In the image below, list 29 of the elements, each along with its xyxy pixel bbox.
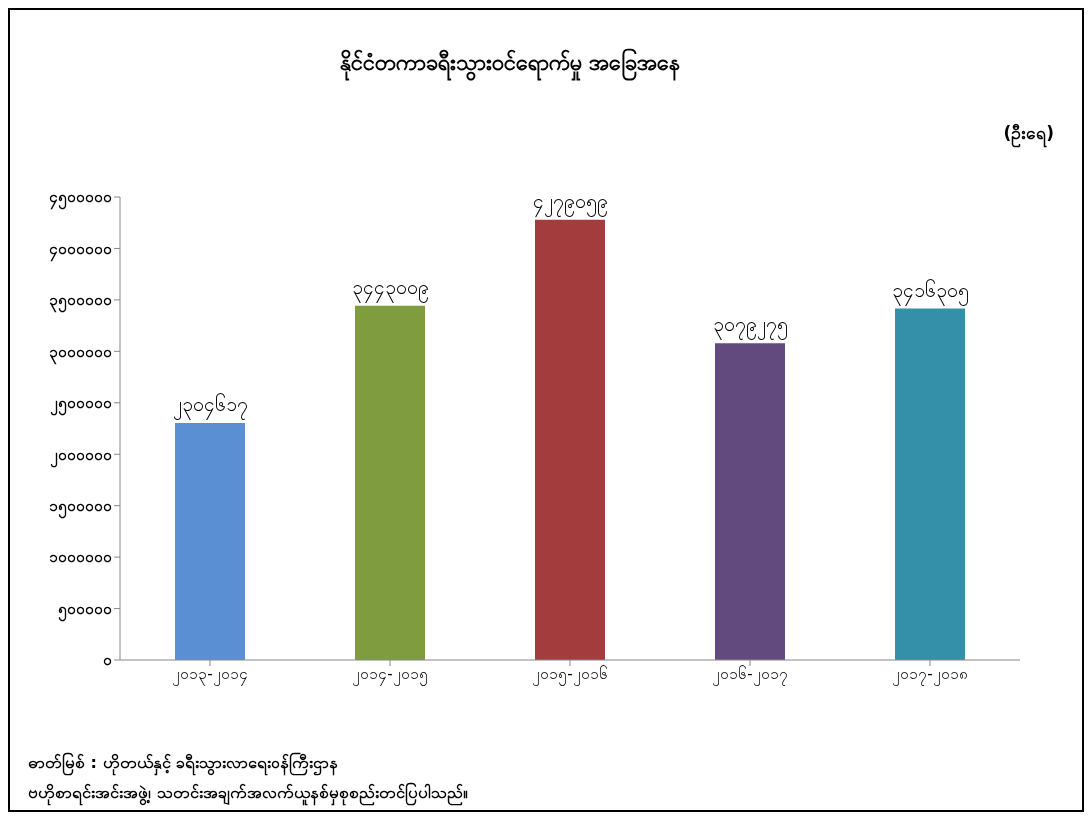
- y-tick-label: ၅၀၀၀၀၀: [58, 599, 112, 622]
- bar: [535, 219, 605, 660]
- x-tick-label: ၂၀၁၇-၂၀၁၈: [892, 664, 968, 686]
- y-tick-label: ၂၀၀၀၀၀၀: [50, 445, 112, 468]
- bar: [715, 343, 785, 660]
- bar: [355, 305, 425, 660]
- y-tick-label: ၁၅၀၀၀၀၀: [49, 496, 112, 519]
- bar: [895, 308, 965, 660]
- x-tick-label: ၂၀၁၄-၂၀၁၅: [352, 664, 428, 686]
- data-label: ၃၄၄၃၀၀၉: [351, 275, 429, 303]
- y-tick-label: ၄၀၀၀၀၀၀: [49, 239, 112, 262]
- x-tick-label: ၂၀၁၆-၂၀၁၇: [712, 664, 788, 686]
- y-tick-label: ၂၅၀၀၀၀၀: [50, 394, 112, 417]
- data-label: ၄၂၇၉၀၅၉: [532, 189, 608, 217]
- data-label: ၂၃၀၄၆၁၇: [172, 392, 248, 420]
- text: ဗဟိုစာရင်းအင်းအဖွဲ့၊ သတင်းအချက်အလက်ယူနစ်မှစုစည်းတင်ပြပါသည်။: [28, 781, 468, 808]
- data-label: ၃၀၇၉၂၇၅: [712, 313, 788, 341]
- bar: [175, 422, 245, 660]
- data-label: ၃၄၁၆၃၀၅: [891, 278, 969, 306]
- y-tick-label: ၀: [103, 651, 112, 670]
- y-axis-title: (ဦးရေ): [1003, 122, 1054, 147]
- y-tick-label: ၁၀၀၀၀၀၀: [49, 548, 112, 567]
- chart-title: နိုင်ငံတကာခရီးသွားဝင်ရောက်မှု အခြေအနေ: [338, 48, 682, 81]
- y-tick-label: ၄၅၀၀၀၀၀: [49, 188, 112, 211]
- y-tick-label: ၃၀၀၀၀၀၀: [49, 342, 112, 365]
- x-tick-label: ၂၀၁၃-၂၀၁၄: [172, 664, 248, 686]
- x-tick-label: ၂၀၁၅-၂၀၁၆: [532, 664, 608, 686]
- y-tick-label: ၃၅၀၀၀၀၀: [49, 291, 112, 314]
- text: ဓာတ်မြစ် : ဟိုတယ်နှင့် ခရီးသွားလာရေးဝန်ကြီးဌာန: [28, 751, 340, 778]
